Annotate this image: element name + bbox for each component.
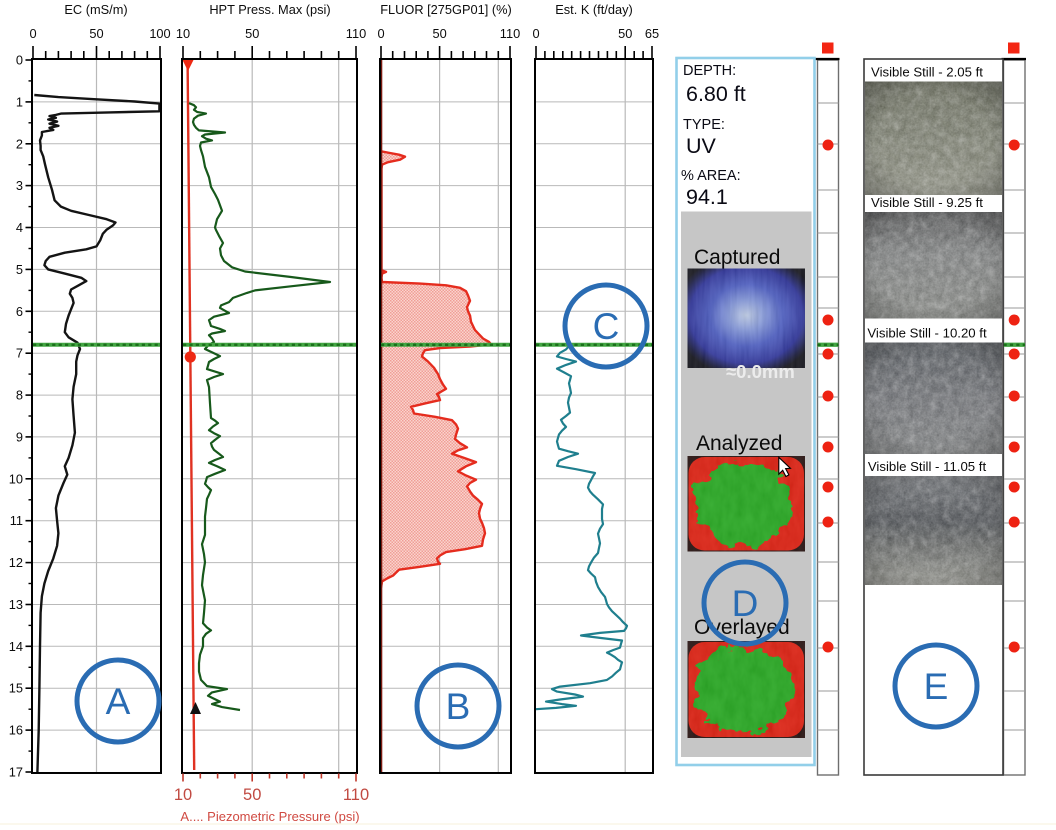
- svg-text:12: 12: [9, 555, 23, 570]
- svg-text:≈0.0mm: ≈0.0mm: [726, 361, 795, 382]
- svg-text:4: 4: [16, 220, 23, 235]
- svg-text:110: 110: [500, 26, 520, 41]
- svg-text:C: C: [593, 306, 620, 347]
- svg-text:E: E: [924, 666, 949, 707]
- svg-text:Visible Still - 9.25 ft: Visible Still - 9.25 ft: [871, 195, 983, 210]
- svg-text:0: 0: [377, 26, 384, 41]
- svg-text:0: 0: [16, 53, 23, 68]
- svg-text:D: D: [732, 583, 759, 624]
- svg-text:8: 8: [16, 388, 23, 403]
- svg-text:3: 3: [16, 178, 23, 193]
- svg-text:2: 2: [16, 136, 23, 151]
- svg-text:110: 110: [346, 26, 366, 41]
- svg-text:EC (mS/m): EC (mS/m): [64, 2, 127, 17]
- svg-text:A: A: [106, 681, 131, 722]
- svg-text:Analyzed: Analyzed: [696, 432, 782, 455]
- svg-text:10: 10: [9, 471, 23, 486]
- svg-text:Visible Still - 2.05 ft: Visible Still - 2.05 ft: [871, 65, 983, 80]
- svg-text:50: 50: [89, 26, 103, 41]
- svg-text:Captured: Captured: [694, 246, 780, 269]
- svg-text:B: B: [446, 686, 471, 727]
- svg-text:DEPTH:: DEPTH:: [683, 63, 736, 79]
- svg-text:A.... Piezometric Pressure (ps: A.... Piezometric Pressure (psi): [180, 809, 359, 824]
- svg-text:1: 1: [16, 94, 23, 109]
- svg-text:94.1: 94.1: [686, 185, 728, 209]
- svg-text:11: 11: [10, 513, 23, 528]
- svg-text:0: 0: [532, 26, 539, 41]
- svg-text:5: 5: [16, 262, 23, 277]
- svg-text:50: 50: [618, 26, 632, 41]
- svg-text:13: 13: [9, 597, 23, 612]
- svg-text:HPT Press. Max (psi): HPT Press. Max (psi): [209, 2, 330, 17]
- svg-text:65: 65: [645, 26, 659, 41]
- svg-text:16: 16: [9, 723, 23, 738]
- svg-text:7: 7: [16, 346, 23, 361]
- svg-text:UV: UV: [686, 134, 717, 158]
- svg-text:110: 110: [343, 786, 369, 804]
- svg-text:10: 10: [176, 26, 190, 41]
- svg-text:9: 9: [16, 429, 23, 444]
- svg-text:FLUOR [275GP01] (%): FLUOR [275GP01] (%): [380, 2, 512, 17]
- svg-text:% AREA:: % AREA:: [681, 168, 741, 184]
- svg-text:50: 50: [432, 26, 446, 41]
- svg-text:15: 15: [9, 681, 23, 696]
- svg-text:TYPE:: TYPE:: [683, 117, 725, 133]
- svg-text:0: 0: [29, 26, 36, 41]
- svg-text:6.80 ft: 6.80 ft: [686, 82, 746, 106]
- svg-text:50: 50: [245, 26, 259, 41]
- svg-text:14: 14: [9, 639, 23, 654]
- svg-text:Visible Still - 10.20 ft: Visible Still - 10.20 ft: [867, 326, 987, 341]
- svg-text:Visible Still - 11.05 ft: Visible Still - 11.05 ft: [868, 459, 987, 474]
- svg-text:17: 17: [9, 765, 23, 780]
- svg-text:10: 10: [174, 786, 192, 804]
- svg-text:6: 6: [16, 304, 23, 319]
- svg-text:50: 50: [243, 786, 261, 804]
- svg-text:Est. K (ft/day): Est. K (ft/day): [555, 2, 633, 17]
- svg-text:100: 100: [149, 26, 170, 41]
